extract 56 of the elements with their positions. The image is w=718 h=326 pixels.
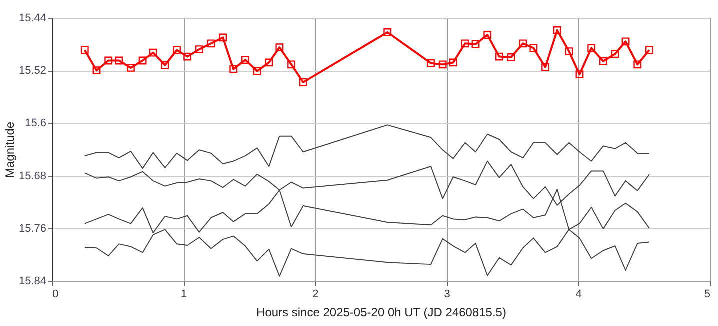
point [253, 67, 262, 76]
point [184, 52, 192, 61]
y-tick-label: 15.44 [18, 12, 46, 24]
point [634, 60, 642, 69]
point [495, 52, 504, 61]
point [127, 64, 135, 72]
x-axis-title: Hours since 2025-05-20 0h UT (JD 2460815.5) [256, 306, 506, 320]
point [288, 60, 296, 69]
point [611, 50, 620, 58]
y-tick-label: 15.76 [18, 222, 46, 235]
point [173, 46, 181, 54]
point [384, 28, 392, 36]
point [438, 60, 447, 69]
point [461, 40, 470, 48]
point [449, 58, 458, 67]
point [576, 70, 584, 78]
point [299, 78, 308, 86]
point [161, 61, 170, 70]
point [622, 38, 630, 46]
point [519, 40, 528, 48]
point [195, 46, 204, 54]
point [80, 46, 89, 54]
point [149, 48, 158, 57]
point [219, 34, 228, 42]
y-tick-label: 15.6 [25, 118, 46, 130]
x-tick-label: 3 [444, 288, 450, 300]
point [588, 44, 596, 52]
point [138, 56, 147, 65]
line-series [84, 124, 650, 170]
point [553, 26, 562, 34]
point [507, 53, 516, 62]
point [92, 66, 101, 75]
point [230, 65, 238, 74]
x-tick-label: 5 [704, 288, 710, 300]
x-tick-label: 2 [312, 288, 319, 300]
point [115, 56, 124, 65]
y-tick-label: 15.68 [18, 170, 46, 182]
point [565, 48, 574, 56]
y-tick-label: 15.52 [18, 65, 46, 78]
point [646, 46, 654, 54]
point [265, 58, 274, 67]
point [484, 31, 492, 40]
point [427, 59, 435, 68]
x-tick-label: 0 [52, 288, 59, 300]
x-tick-label: 4 [576, 288, 582, 300]
point [542, 63, 550, 72]
point [472, 40, 480, 48]
y-tick-label: 15.84 [18, 276, 46, 288]
point [276, 44, 284, 52]
point [530, 44, 538, 52]
point [242, 56, 250, 64]
y-axis-title: Magnitude [2, 122, 17, 178]
x-tick-label: 1 [181, 288, 188, 300]
point [599, 57, 608, 66]
point [207, 40, 216, 48]
point [104, 56, 113, 65]
